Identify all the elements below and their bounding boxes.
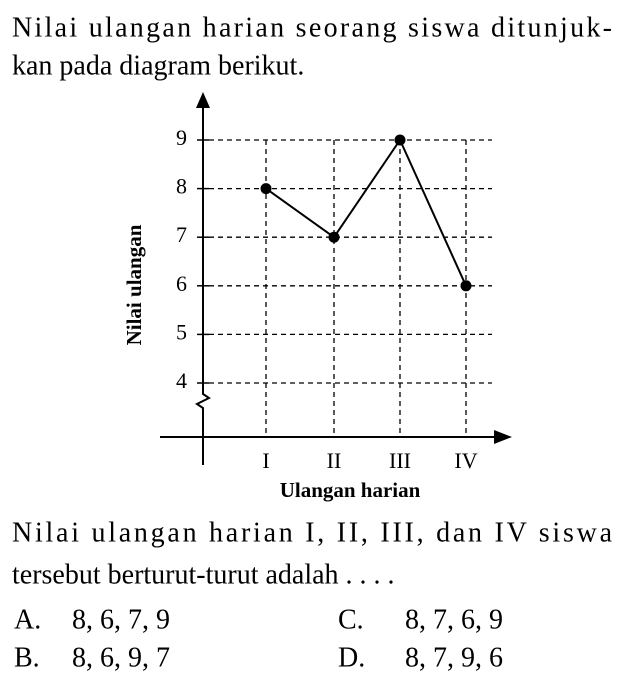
point [460,280,472,292]
x-axis-title: Ulangan harian [280,478,421,502]
x-tick-label: IV [454,448,477,473]
y-tick-label: 9 [176,125,187,150]
question-line: Nilai ulangan harian I, II, III, dan IV … [12,517,613,548]
intro-line: kan pada diagram berikut. [12,50,304,81]
y-tick-label: 7 [176,222,187,247]
y-tick-label: 5 [176,319,187,344]
y-tick-label: 4 [176,368,187,393]
point [394,134,406,146]
x-tick-label: I [262,448,269,473]
y-arrow [196,92,210,108]
y-tick-label: 6 [176,271,187,296]
x-tick-label: II [327,448,342,473]
option-label: D. [338,642,365,673]
option-text: 8, 6, 7, 9 [72,604,170,635]
y-tick-label: 8 [176,174,187,199]
option-text: 8, 6, 9, 7 [72,642,170,673]
option-label: A. [14,604,41,635]
point [260,183,272,195]
point [328,231,340,243]
y-axis [195,100,211,465]
option-text: 8, 7, 9, 6 [405,642,503,673]
intro-line: Nilai ulangan harian seorang siswa ditun… [12,12,612,43]
x-tick-label: III [389,448,411,473]
question-line: tersebut berturut-turut adalah . . . . [12,559,395,590]
line [265,137,467,287]
y-axis-title: Nilai ulangan [122,224,146,345]
option-label: B. [14,642,40,673]
option-label: C. [338,604,364,635]
option-text: 8, 7, 6, 9 [405,604,503,635]
x-arrow [494,430,512,444]
